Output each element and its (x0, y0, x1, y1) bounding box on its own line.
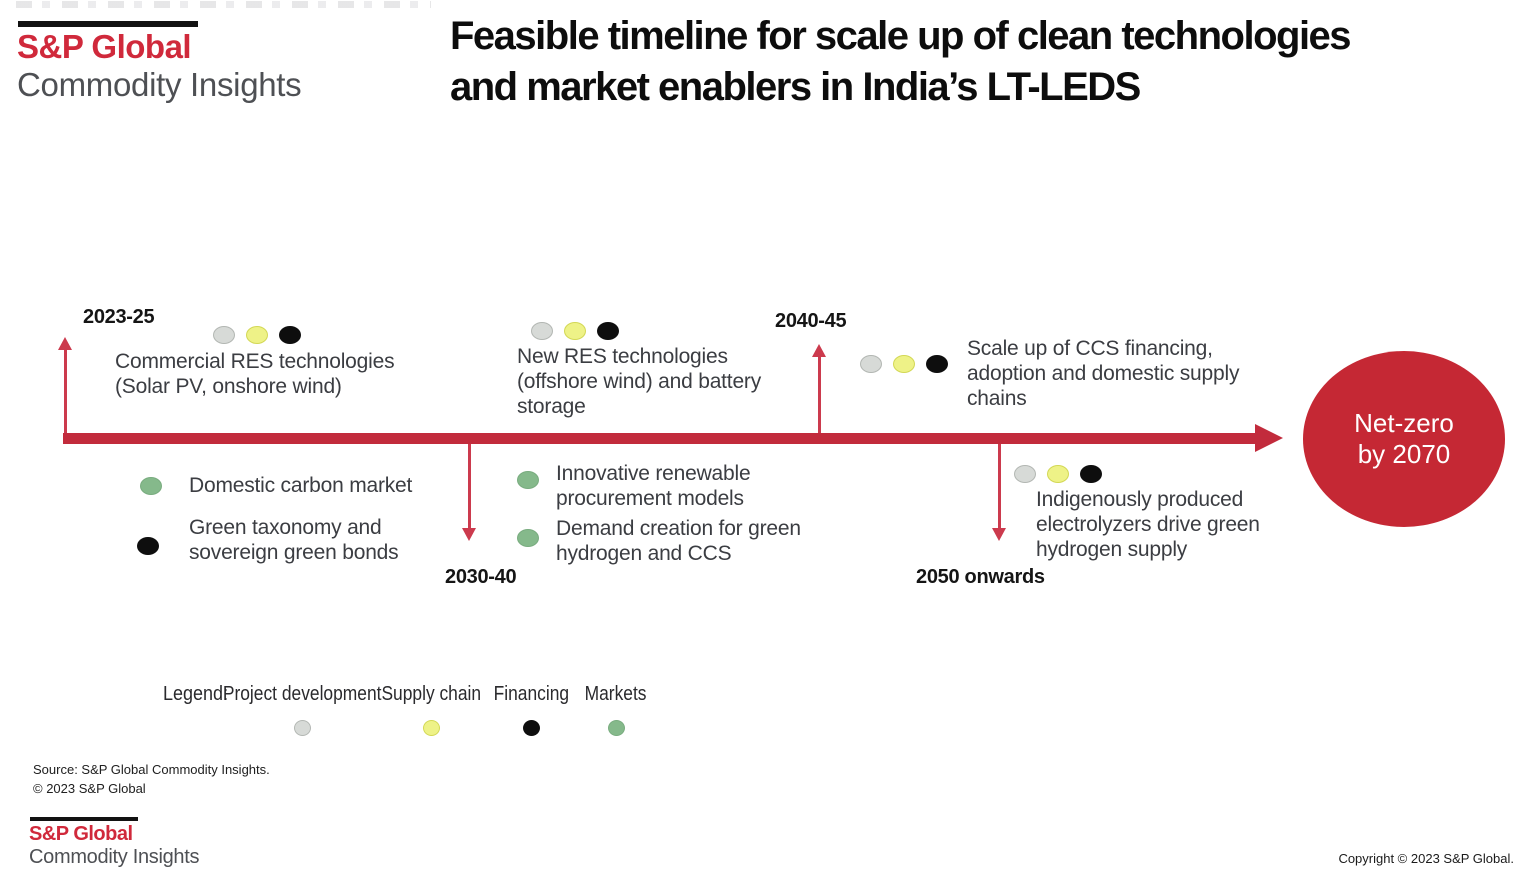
markets-dot (517, 471, 539, 489)
legend-dot-slot (607, 706, 625, 736)
bullet-dot-domestic-carbon (140, 477, 162, 495)
legend-label: Legend: (163, 683, 229, 705)
project-development-dot (531, 322, 553, 340)
brand-division: Commodity Insights (17, 66, 302, 103)
legend-item-label: Financing (493, 683, 569, 705)
financing-dot (926, 355, 948, 373)
up-arrow-2040-45 (818, 356, 821, 433)
cropped-text-artifact (16, 1, 431, 8)
legend-item-project-development: Project development (217, 683, 387, 736)
milestone-new-res: New RES technologies (offshore wind) and… (517, 345, 762, 418)
legend-item-label: Project development (222, 683, 382, 705)
net-zero-endpoint: Net-zero by 2070 (1303, 351, 1505, 527)
legend-dot-slot (293, 706, 311, 736)
legend-item-supply-chain: Supply chain (346, 683, 516, 736)
dot-row-commercial-res (213, 326, 301, 344)
timeline-axis (63, 433, 1257, 444)
markets-dot (517, 529, 539, 547)
brand-name: S&P Global (17, 28, 192, 65)
financing-dot (279, 326, 301, 344)
footer-copyright: Copyright © 2023 S&P Global. (1338, 851, 1514, 866)
period-2023-25: 2023-25 (83, 306, 155, 328)
markets-dot (140, 477, 162, 495)
timeline-axis-arrowhead-icon (1255, 424, 1283, 452)
financing-dot (522, 720, 540, 736)
brand-division: Commodity Insights (29, 846, 200, 868)
down-arrow-2050-onwards (998, 444, 1001, 528)
logo-rule (30, 817, 138, 821)
bullet-procurement-models: Innovative renewable procurement models (556, 462, 751, 510)
markets-dot (607, 720, 625, 736)
copyright-line: © 2023 S&P Global (33, 781, 146, 796)
down-arrowhead-2030-40-icon (462, 528, 476, 541)
up-arrow-2023-25 (64, 349, 67, 433)
logo-rule (18, 21, 198, 27)
down-arrow-2030-40 (468, 444, 471, 528)
legend-item-markets: Markets (531, 683, 701, 736)
bullet-green-taxonomy: Green taxonomy and sovereign green bonds (189, 516, 399, 564)
page-title: Feasible timeline for scale up of clean … (450, 14, 1352, 109)
bullet-domestic-carbon-market: Domestic carbon market (189, 474, 413, 497)
dot-row-new-res (531, 322, 619, 340)
project-development-dot (213, 326, 235, 344)
legend-item-financing: Financing (446, 683, 616, 736)
financing-dot (137, 537, 159, 555)
project-development-dot (293, 720, 311, 736)
project-development-dot (1014, 465, 1036, 483)
source-line: Source: S&P Global Commodity Insights. (33, 762, 270, 777)
dot-row-electrolyzers (1014, 465, 1102, 483)
legend-dot-slot (522, 706, 540, 736)
dot-row-ccs-scaleup (860, 355, 948, 373)
legend-item-label: Markets (585, 683, 647, 705)
financing-dot (1080, 465, 1102, 483)
down-arrowhead-2050-onwards-icon (992, 528, 1006, 541)
period-2030-40: 2030-40 (445, 566, 517, 588)
period-2040-45: 2040-45 (775, 310, 847, 332)
supply-chain-dot (1047, 465, 1069, 483)
bullet-demand-creation: Demand creation for green hydrogen and C… (556, 517, 801, 565)
legend-dot-slot (422, 706, 440, 736)
bullet-dot-demand-creation (517, 529, 539, 547)
milestone-commercial-res: Commercial RES technologies (Solar PV, o… (115, 350, 395, 398)
up-arrowhead-2040-45-icon (812, 344, 826, 357)
project-development-dot (860, 355, 882, 373)
bullet-dot-green-taxonomy (137, 537, 159, 555)
legend-item-label: Supply chain (381, 683, 481, 705)
supply-chain-dot (246, 326, 268, 344)
supply-chain-dot (893, 355, 915, 373)
milestone-electrolyzers: Indigenously produced electrolyzers driv… (1036, 488, 1260, 561)
period-2050-onwards: 2050 onwards (916, 566, 1045, 588)
supply-chain-dot (564, 322, 586, 340)
financing-dot (597, 322, 619, 340)
brand-name: S&P Global (29, 823, 133, 845)
supply-chain-dot (422, 720, 440, 736)
bullet-dot-procurement (517, 471, 539, 489)
milestone-ccs-scaleup: Scale up of CCS financing, adoption and … (967, 337, 1240, 410)
up-arrowhead-2023-25-icon (58, 337, 72, 350)
